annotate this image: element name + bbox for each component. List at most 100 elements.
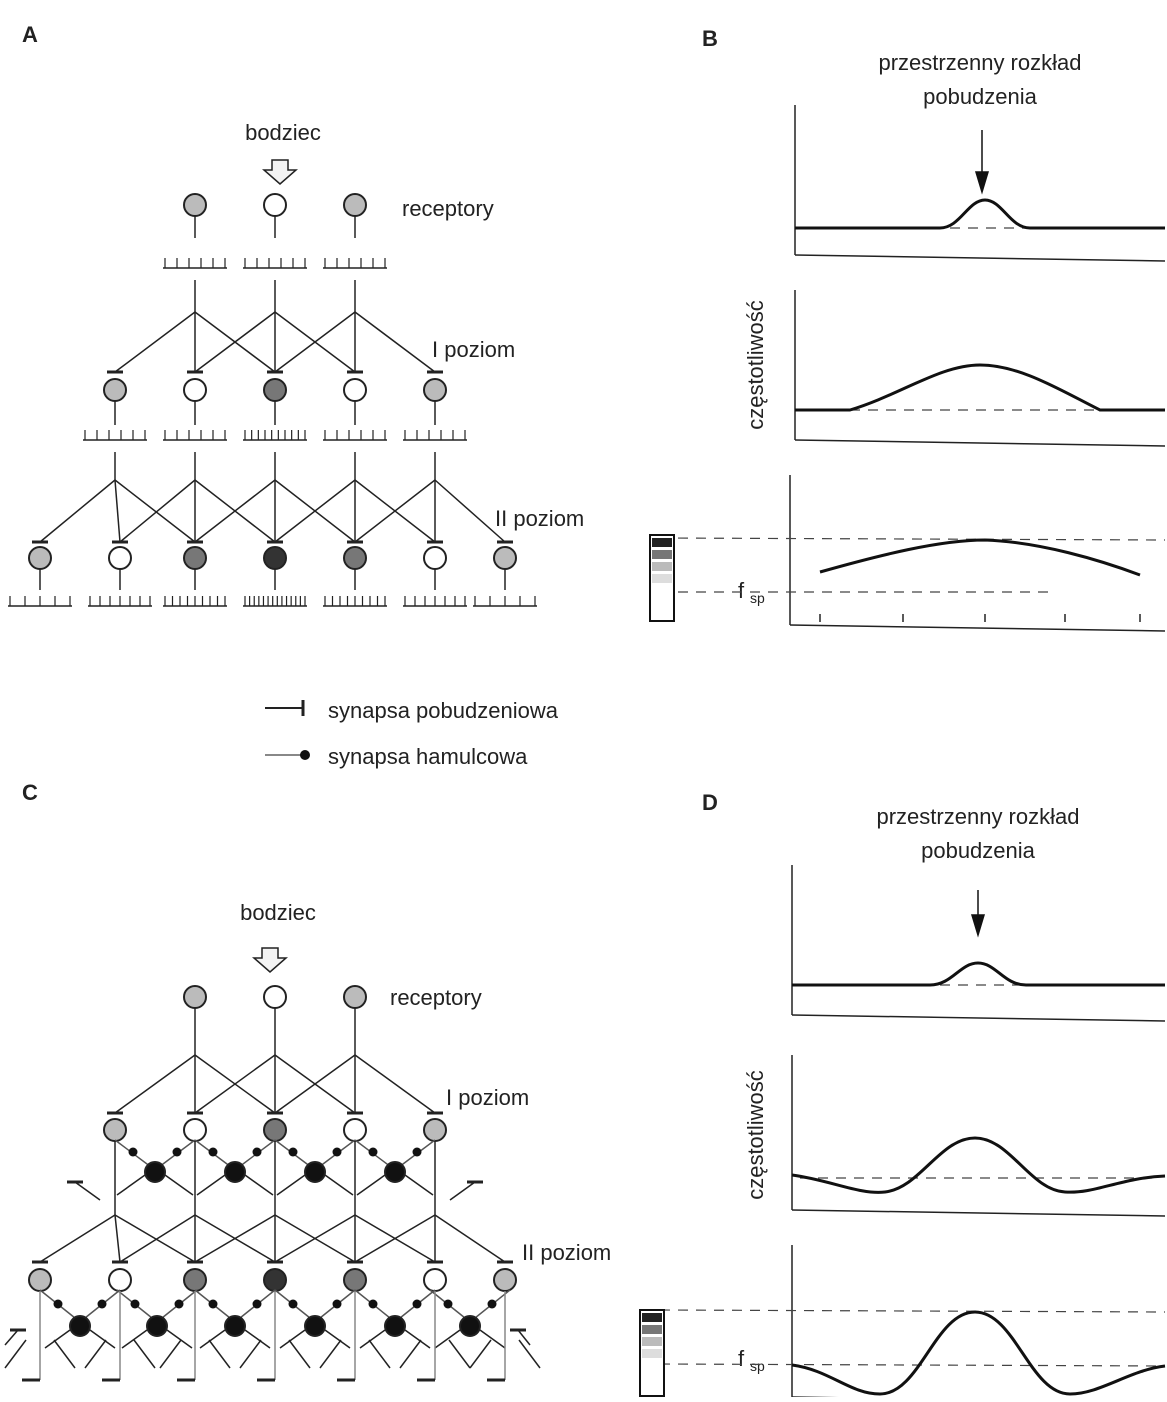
connection — [114, 1214, 121, 1263]
x-axis — [794, 439, 1166, 447]
connection — [368, 1339, 391, 1369]
response-curve — [795, 198, 1165, 230]
neuron — [224, 1315, 246, 1337]
neuron — [384, 1161, 406, 1183]
rate-scale-level — [642, 1313, 662, 1322]
rate-scale-level — [652, 562, 672, 571]
y-axis-label: częstotliwość — [743, 300, 768, 430]
connection — [434, 479, 506, 543]
neuron — [28, 546, 52, 570]
response-curve — [795, 363, 1165, 412]
connection — [359, 1329, 386, 1349]
connection — [194, 479, 276, 543]
inhibitory-synapse — [332, 1147, 342, 1157]
connection — [84, 1339, 107, 1369]
connection — [114, 311, 196, 373]
connection — [517, 1329, 531, 1346]
x-axis — [791, 1209, 1166, 1217]
connection — [119, 1214, 196, 1263]
neuron — [304, 1315, 326, 1337]
inhibitory-synapse — [208, 1147, 218, 1157]
level-label: I poziom — [432, 337, 515, 362]
graph-title: przestrzenny rozkład — [879, 50, 1082, 75]
connection — [114, 479, 196, 543]
connection — [133, 1339, 156, 1369]
connection — [239, 1339, 262, 1369]
neuron — [423, 546, 447, 570]
graph-title: pobudzenia — [923, 84, 1038, 109]
graph-title: pobudzenia — [921, 838, 1036, 863]
panel-label: C — [22, 780, 38, 805]
neuron — [144, 1161, 166, 1183]
panel-label: A — [22, 22, 38, 47]
x-axis — [789, 624, 1166, 632]
connection — [434, 1329, 461, 1349]
neuron — [28, 1268, 52, 1292]
fsp-subscript: sp — [750, 590, 765, 606]
connection — [244, 1329, 271, 1349]
fsp-label: f — [738, 1346, 745, 1371]
inhibitory-synapse — [332, 1299, 342, 1309]
connection — [194, 1054, 276, 1114]
receptors-label: receptory — [390, 985, 482, 1010]
legend-text: synapsa hamulcowa — [328, 744, 528, 769]
neuron — [146, 1315, 168, 1337]
connection — [121, 1329, 148, 1349]
connection — [53, 1339, 76, 1369]
connection — [449, 1181, 476, 1201]
rate-scale-level — [652, 574, 672, 583]
neuron — [423, 378, 447, 402]
neuron — [459, 1315, 481, 1337]
rate-scale-level — [652, 550, 672, 559]
neuron — [493, 546, 517, 570]
receptors-label: receptory — [402, 196, 494, 221]
connection — [518, 1339, 541, 1369]
connection — [404, 1174, 434, 1196]
level-line — [659, 537, 1166, 541]
neuron — [103, 378, 127, 402]
legend-text: synapsa pobudzeniowa — [328, 698, 559, 723]
connection — [114, 1054, 196, 1114]
connection — [116, 1174, 146, 1196]
neuron — [343, 193, 367, 217]
panel-label: D — [702, 790, 718, 815]
neuron — [183, 378, 207, 402]
connection — [194, 311, 276, 373]
inhibitory-synapse — [172, 1147, 182, 1157]
connection — [479, 1329, 506, 1349]
level-label: I poziom — [446, 1085, 529, 1110]
connection — [166, 1329, 193, 1349]
connection — [354, 1054, 436, 1114]
inhibitory-synapse — [443, 1299, 453, 1309]
connection — [356, 1174, 386, 1196]
y-axis-label: częstotliwość — [743, 1070, 768, 1200]
connection — [354, 311, 436, 373]
neuron — [69, 1315, 91, 1337]
inhibitory-synapse — [128, 1147, 138, 1157]
neuron — [493, 1268, 517, 1292]
connection — [39, 1214, 116, 1263]
connection — [164, 1174, 194, 1196]
level-label: II poziom — [495, 506, 584, 531]
neuron — [263, 193, 287, 217]
connection — [354, 1214, 436, 1263]
rate-scale-level — [642, 1325, 662, 1334]
neuron — [183, 1268, 207, 1292]
neuron — [263, 1268, 287, 1292]
connection — [324, 1174, 354, 1196]
connection — [324, 1329, 351, 1349]
response-curve — [791, 1136, 1166, 1194]
level-label: II poziom — [522, 1240, 611, 1265]
connection — [288, 1339, 311, 1369]
neuron — [263, 378, 287, 402]
x-axis — [794, 254, 1166, 262]
connection — [114, 479, 121, 543]
rate-scale-level — [642, 1349, 662, 1358]
connection — [39, 479, 116, 543]
inhibitory-synapse — [53, 1299, 63, 1309]
inhibitory-synapse — [252, 1299, 262, 1309]
connection — [404, 1329, 431, 1349]
inhibitory-synapse — [130, 1299, 140, 1309]
inhibitory-synapse — [174, 1299, 184, 1309]
